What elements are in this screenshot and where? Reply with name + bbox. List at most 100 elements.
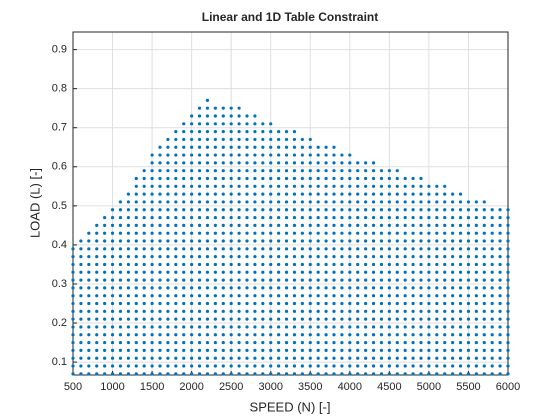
point (371, 278, 376, 282)
point (371, 294, 376, 298)
point (387, 286, 391, 290)
point (95, 270, 99, 274)
point (332, 192, 336, 196)
point (308, 294, 312, 298)
point (197, 231, 202, 235)
point (395, 286, 399, 290)
point (443, 333, 447, 337)
point (348, 161, 352, 165)
point (158, 200, 162, 204)
point (158, 153, 162, 157)
point (395, 192, 399, 196)
point (79, 372, 83, 376)
point (443, 200, 447, 204)
point (324, 223, 328, 227)
point (253, 176, 257, 181)
point (213, 184, 217, 188)
point (158, 223, 162, 227)
point (490, 262, 494, 267)
point (269, 247, 273, 251)
point (229, 184, 233, 188)
point (308, 340, 312, 345)
point (340, 247, 344, 251)
point (134, 364, 138, 368)
point (435, 223, 439, 227)
point (443, 184, 447, 188)
point (197, 114, 202, 118)
point (166, 184, 170, 188)
point (364, 255, 368, 259)
point (482, 372, 486, 376)
point (316, 145, 320, 149)
point (158, 333, 162, 337)
point (356, 192, 360, 196)
point (221, 231, 225, 235)
point (182, 309, 186, 313)
point (300, 333, 304, 337)
point (474, 247, 478, 251)
point (245, 184, 249, 188)
point (221, 169, 225, 173)
point (364, 176, 368, 181)
point (292, 215, 297, 220)
point (261, 223, 265, 227)
point (237, 215, 241, 220)
point (482, 301, 486, 306)
point (316, 208, 320, 212)
point (308, 301, 312, 306)
point (387, 340, 391, 345)
point (474, 364, 478, 368)
point (300, 255, 304, 259)
point (110, 231, 115, 235)
point (316, 176, 320, 181)
point (387, 184, 391, 188)
point (158, 169, 162, 173)
point (348, 270, 352, 274)
point (269, 161, 273, 165)
point (292, 145, 297, 149)
point (182, 356, 186, 360)
point (340, 231, 344, 235)
point (356, 169, 360, 173)
point (166, 262, 170, 267)
point (324, 161, 328, 165)
point (411, 333, 415, 337)
point (443, 372, 447, 376)
point (150, 372, 154, 376)
point (292, 192, 297, 196)
point (237, 309, 241, 313)
point (229, 255, 233, 259)
point (221, 348, 225, 352)
point (277, 215, 281, 220)
point (435, 255, 439, 259)
point (261, 130, 265, 134)
point (443, 270, 447, 274)
point (435, 301, 439, 306)
point (205, 356, 210, 360)
point (103, 231, 107, 235)
point (205, 309, 210, 313)
point (498, 262, 502, 267)
point (190, 340, 194, 345)
point (205, 98, 210, 102)
point (340, 278, 344, 282)
point (205, 247, 210, 251)
point (237, 364, 241, 368)
point (277, 153, 281, 157)
point (300, 301, 304, 306)
point (490, 356, 494, 360)
point (253, 184, 257, 188)
point (221, 130, 225, 134)
point (110, 301, 115, 306)
point (332, 364, 336, 368)
point (229, 262, 233, 267)
point (395, 364, 399, 368)
point (387, 231, 391, 235)
point (300, 247, 304, 251)
point (142, 192, 146, 196)
point (205, 114, 210, 118)
point (277, 364, 281, 368)
point (229, 208, 233, 212)
point (142, 278, 146, 282)
point (150, 169, 154, 173)
